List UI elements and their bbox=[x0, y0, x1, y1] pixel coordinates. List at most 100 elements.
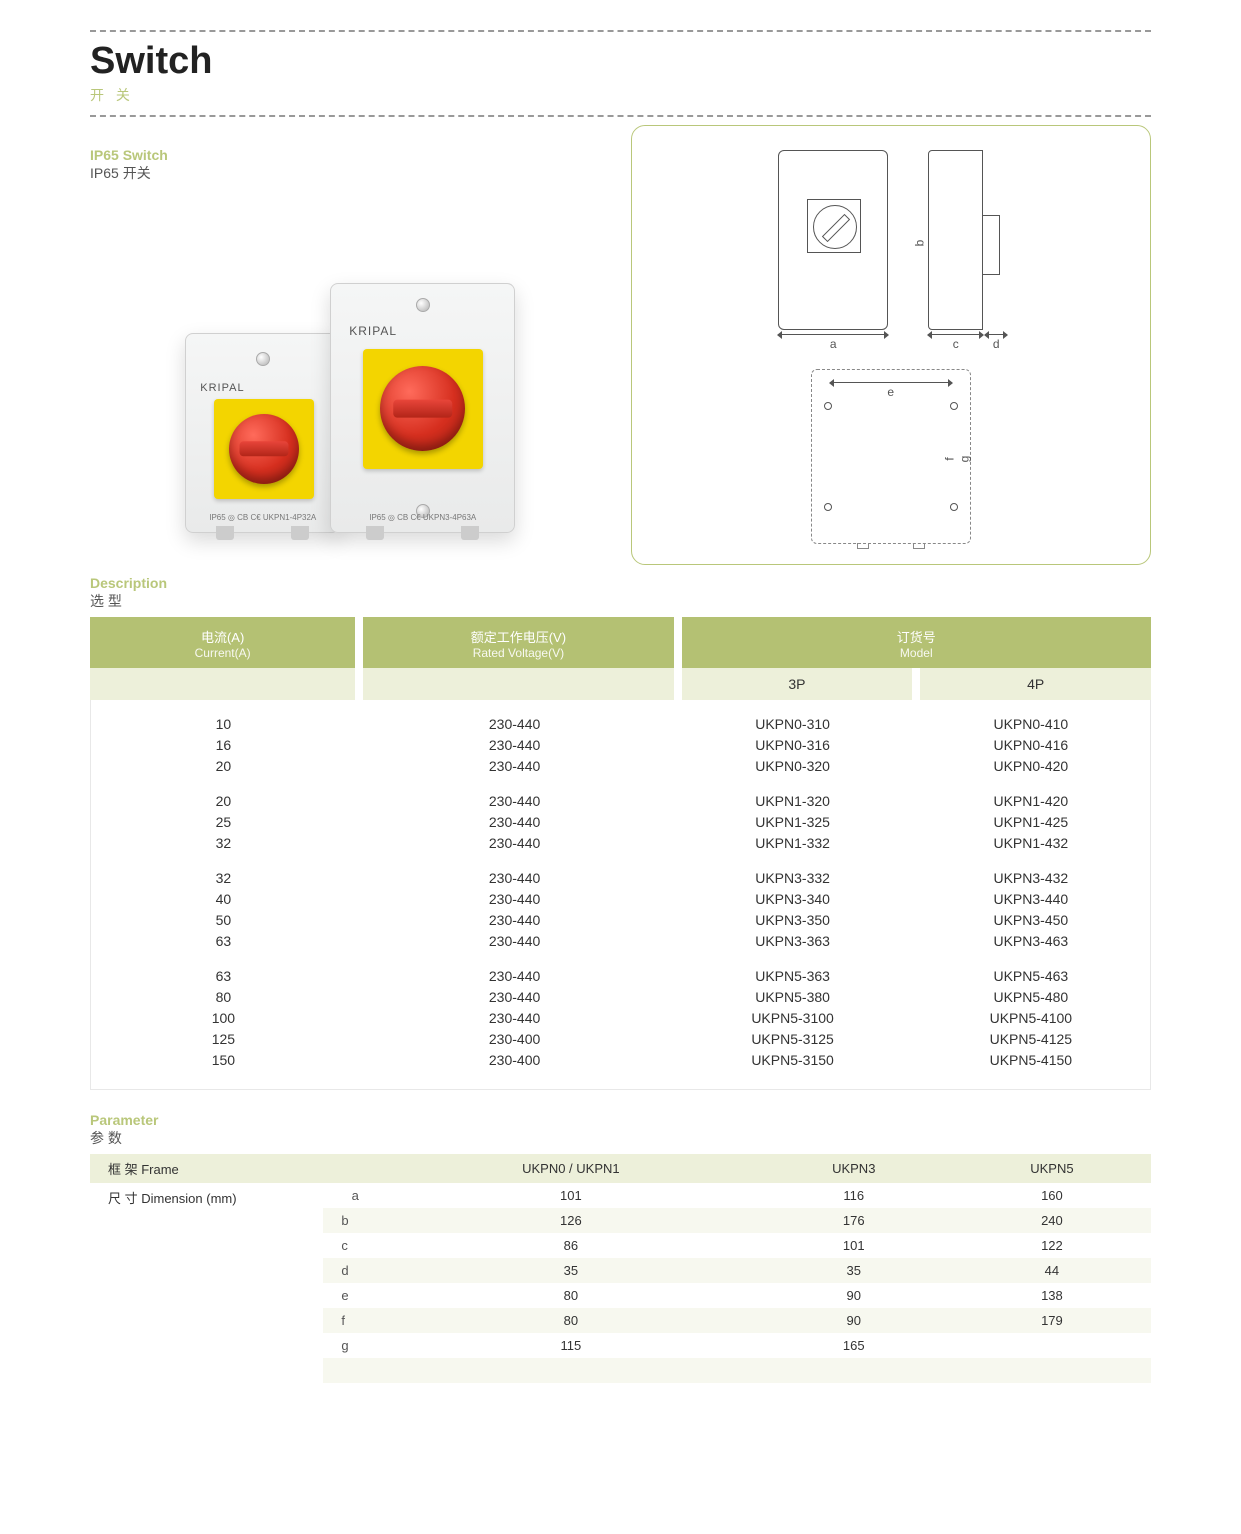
param-value: 44 bbox=[953, 1258, 1151, 1283]
header-voltage: 额定工作电压(V) Rated Voltage(V) bbox=[355, 617, 673, 668]
dim-g-label: g bbox=[957, 456, 971, 463]
description-label-en: Description bbox=[90, 575, 1151, 591]
parameter-label-cn: 参 数 bbox=[90, 1128, 1151, 1148]
cell-model-4p: UKPN0-410 bbox=[912, 714, 1150, 735]
cell-current: 150 bbox=[91, 1050, 356, 1071]
param-value bbox=[387, 1383, 755, 1408]
description-group: 6380100125150230-440230-440230-440230-40… bbox=[91, 966, 1150, 1071]
cell-current: 10 bbox=[91, 714, 356, 735]
param-key: g bbox=[323, 1333, 387, 1358]
cell-model-4p: UKPN0-420 bbox=[912, 756, 1150, 777]
cell-model-3p: UKPN5-3125 bbox=[673, 1029, 911, 1050]
cell-current: 32 bbox=[91, 868, 356, 889]
foot-icon bbox=[291, 526, 309, 540]
param-key: a bbox=[323, 1183, 387, 1208]
cell-model-3p: UKPN3-340 bbox=[673, 889, 911, 910]
table-cell: 230-440230-440230-440 bbox=[356, 714, 674, 777]
cell-voltage: 230-400 bbox=[356, 1050, 674, 1071]
cell-model-4p: UKPN5-4100 bbox=[912, 1008, 1150, 1029]
param-value bbox=[953, 1333, 1151, 1358]
diagram-knob-square bbox=[807, 199, 861, 253]
description-group: 202532230-440230-440230-440UKPN1-320UKPN… bbox=[91, 791, 1150, 854]
cell-current: 25 bbox=[91, 812, 356, 833]
cell-voltage: 230-440 bbox=[356, 833, 674, 854]
cell-voltage: 230-440 bbox=[356, 987, 674, 1008]
table-cell: UKPN1-320UKPN1-325UKPN1-332 bbox=[673, 791, 911, 854]
cell-voltage: 230-440 bbox=[356, 868, 674, 889]
cell-model-4p: UKPN1-425 bbox=[912, 812, 1150, 833]
cell-current: 80 bbox=[91, 987, 356, 1008]
cell-model-3p: UKPN3-363 bbox=[673, 931, 911, 952]
param-value: 115 bbox=[387, 1333, 755, 1358]
param-value: 101 bbox=[755, 1233, 953, 1258]
cell-voltage: 230-440 bbox=[356, 966, 674, 987]
foot-icon bbox=[216, 526, 234, 540]
rotary-knob-small bbox=[229, 414, 299, 484]
param-value: 90 bbox=[755, 1283, 953, 1308]
diagram-side-body bbox=[928, 150, 983, 330]
cell-voltage: 230-440 bbox=[356, 735, 674, 756]
dim-e-label: e bbox=[830, 382, 952, 399]
param-value: 35 bbox=[387, 1258, 755, 1283]
cell-model-4p: UKPN1-432 bbox=[912, 833, 1150, 854]
cell-current: 20 bbox=[91, 756, 356, 777]
diagram-front-view: b a bbox=[768, 150, 898, 351]
subheader-spacer-1 bbox=[90, 668, 355, 700]
param-value bbox=[953, 1358, 1151, 1383]
parameter-row: 尺 寸 Dimension (mm)a101116160 bbox=[90, 1183, 1151, 1208]
table-cell: UKPN3-432UKPN3-440UKPN3-450UKPN3-463 bbox=[912, 868, 1150, 952]
param-key bbox=[323, 1383, 387, 1408]
foot-icon bbox=[461, 526, 479, 540]
param-key bbox=[323, 1358, 387, 1383]
marks-large: IP65 ◎ CB C€ UKPN3-4P63A bbox=[331, 513, 514, 522]
cell-model-4p: UKPN5-4150 bbox=[912, 1050, 1150, 1071]
param-value bbox=[755, 1383, 953, 1408]
mounting-hole-icon bbox=[950, 503, 958, 511]
diagram-foot-icon bbox=[913, 543, 925, 549]
param-value bbox=[953, 1383, 1151, 1408]
cell-voltage: 230-440 bbox=[356, 791, 674, 812]
dimension-diagram: b a c d e f g bbox=[631, 125, 1152, 565]
parameter-header-row: 框 架 Frame UKPN0 / UKPN1 UKPN3 UKPN5 bbox=[90, 1154, 1151, 1183]
rotary-knob-large bbox=[380, 366, 465, 451]
screw-icon bbox=[416, 298, 430, 312]
marks-small: IP65 ◎ CB C€ UKPN1-4P32A bbox=[186, 513, 339, 522]
cell-model-3p: UKPN5-3100 bbox=[673, 1008, 911, 1029]
param-value: 116 bbox=[755, 1183, 953, 1208]
cell-current: 63 bbox=[91, 966, 356, 987]
cell-model-3p: UKPN1-325 bbox=[673, 812, 911, 833]
page-title: Switch bbox=[90, 40, 1151, 83]
table-cell: UKPN0-410UKPN0-416UKPN0-420 bbox=[912, 714, 1150, 777]
header-current-en: Current(A) bbox=[98, 646, 347, 660]
product-label-cn: IP65 开关 bbox=[90, 163, 611, 183]
cell-current: 16 bbox=[91, 735, 356, 756]
cell-voltage: 230-440 bbox=[356, 756, 674, 777]
table-cell: 6380100125150 bbox=[91, 966, 356, 1071]
description-table: 电流(A) Current(A) 额定工作电压(V) Rated Voltage… bbox=[90, 617, 1151, 1090]
subheader-3p: 3P bbox=[674, 668, 913, 700]
diagram-knob-circle bbox=[813, 205, 857, 249]
dim-c-label: c bbox=[928, 334, 983, 351]
cell-model-4p: UKPN5-463 bbox=[912, 966, 1150, 987]
foot-icon bbox=[366, 526, 384, 540]
dim-d-label: d bbox=[985, 334, 1007, 351]
cell-voltage: 230-440 bbox=[356, 931, 674, 952]
cell-model-3p: UKPN0-320 bbox=[673, 756, 911, 777]
rotary-plate-large bbox=[363, 349, 483, 469]
table-cell: UKPN3-332UKPN3-340UKPN3-350UKPN3-363 bbox=[673, 868, 911, 952]
table-cell: 230-440230-440230-440230-440 bbox=[356, 868, 674, 952]
header-voltage-cn: 额定工作电压(V) bbox=[371, 627, 665, 646]
header-voltage-en: Rated Voltage(V) bbox=[371, 646, 665, 660]
param-value: 90 bbox=[755, 1308, 953, 1333]
param-value: 80 bbox=[387, 1308, 755, 1333]
cell-model-3p: UKPN3-332 bbox=[673, 868, 911, 889]
cell-current: 20 bbox=[91, 791, 356, 812]
dim-a-label: a bbox=[778, 334, 888, 351]
param-value: 101 bbox=[387, 1183, 755, 1208]
param-value: 35 bbox=[755, 1258, 953, 1283]
cell-model-4p: UKPN3-432 bbox=[912, 868, 1150, 889]
cell-model-4p: UKPN3-463 bbox=[912, 931, 1150, 952]
page-title-cn: 开 关 bbox=[90, 85, 1151, 105]
cell-model-3p: UKPN0-310 bbox=[673, 714, 911, 735]
table-cell: 101620 bbox=[91, 714, 356, 777]
